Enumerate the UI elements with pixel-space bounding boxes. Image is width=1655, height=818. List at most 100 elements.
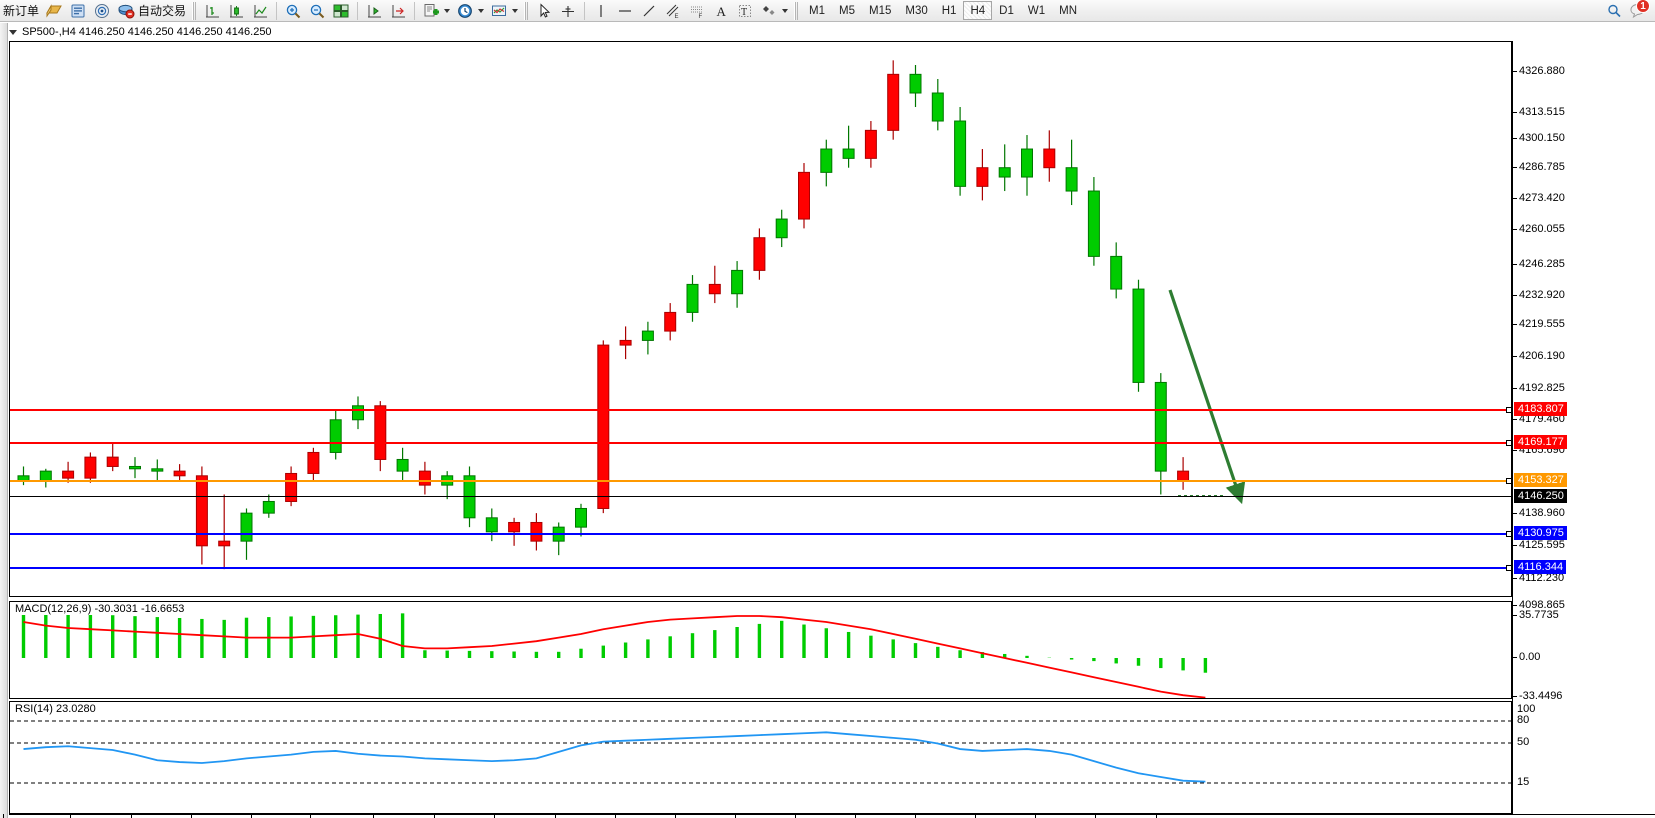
chevron-down-icon[interactable] [478,8,485,13]
autotrading-button[interactable]: 自动交易 [114,1,189,21]
horizontal-line-tool-button[interactable] [613,1,637,21]
new-chart-icon [422,2,440,20]
level-line-support[interactable] [10,565,1511,571]
level-line-resistance[interactable] [10,407,1511,413]
vertical-line-icon [592,2,610,20]
price-tick: 4300.150 [1513,132,1565,144]
price-axis[interactable]: 4326.880 4313.515 4300.150 4286.785 4273.420… [1512,41,1655,814]
zoom-out-icon [308,2,326,20]
chevron-down-icon[interactable] [444,8,451,13]
chevron-down-icon[interactable] [9,29,17,35]
toolbar-separator-1 [192,1,198,20]
toolbar-separator-2 [524,1,530,20]
bar-chart-icon [203,2,221,20]
shapes-tool-button[interactable] [757,1,791,21]
timeframe-mn[interactable]: MN [1059,4,1077,17]
timeframe-m5[interactable]: M5 [839,4,855,17]
level-line-resistance[interactable] [10,440,1511,446]
price-tick: 4232.920 [1513,289,1565,301]
price-tag-resistance[interactable]: 4169.177 [1514,435,1567,449]
cursor-tool-button[interactable] [532,1,556,21]
rsi-axis-tick: 80 [1517,714,1530,726]
rsi-axis-tick: 50 [1517,736,1530,748]
bar-chart-button[interactable] [200,1,224,21]
tile-windows-button[interactable] [329,1,353,21]
macd-series [21,611,1208,698]
line-chart-icon [251,2,269,20]
time-tick [434,814,435,818]
level-line-pivot[interactable] [10,478,1511,484]
timeframe-m30[interactable]: M30 [905,4,928,17]
price-plot[interactable] [9,41,1512,597]
level-line-current-price[interactable] [10,496,1511,497]
crosshair-tool-button[interactable] [556,1,580,21]
chart-template-button[interactable] [42,1,66,21]
toolbar-separator-3 [794,1,800,20]
price-tag-pivot[interactable]: 4153.327 [1514,473,1567,487]
auto-scroll-icon [389,2,407,20]
zoom-out-button[interactable] [305,1,329,21]
level-handle[interactable] [1506,478,1511,484]
notification-count: 1 [1636,0,1650,13]
time-tick [615,814,616,818]
time-tick [3,814,4,818]
period-button[interactable] [453,1,487,21]
notifications-button[interactable]: 1 [1629,0,1650,20]
navigator-button[interactable] [90,1,114,21]
chart-symbol-label: SP500-,H4 4146.250 4146.250 4146.250 414… [22,26,272,38]
fibonacci-tool-button[interactable]: F [685,1,709,21]
new-order-button[interactable]: 新订单 [0,1,42,21]
price-tick: 4179.460 [1513,413,1565,425]
zoom-in-icon [284,2,302,20]
toolbar-divider-4 [584,1,586,20]
price-tag-support[interactable]: 4130.975 [1514,526,1567,540]
down-trend-arrow[interactable] [10,42,1511,596]
equidistant-channel-tool-button[interactable]: E [661,1,685,21]
templates-button[interactable] [487,1,521,21]
zoom-in-button[interactable] [281,1,305,21]
price-tick: 4313.515 [1513,106,1565,118]
timeframe-h4[interactable]: H4 [963,1,993,20]
price-tag-current-price[interactable]: 4146.250 [1514,489,1567,503]
left-gutter[interactable] [0,23,8,818]
price-tag-support[interactable]: 4116.344 [1514,560,1567,574]
chevron-down-icon[interactable] [512,8,519,13]
price-tick: 4112.230 [1513,572,1564,584]
search-icon[interactable] [1605,2,1623,20]
new-chart-button[interactable] [419,1,453,21]
timeframe-m15[interactable]: M15 [869,4,892,17]
timeframe-m1[interactable]: M1 [809,4,826,17]
toolbar-divider-3 [414,1,416,20]
time-tick [191,814,192,818]
auto-scroll-button[interactable] [386,1,410,21]
time-tick [70,814,71,818]
level-line-support[interactable] [10,531,1511,537]
level-handle[interactable] [1506,407,1511,413]
candlestick-icon [227,2,245,20]
rsi-pane[interactable]: RSI(14) 23.0280 [9,701,1512,814]
level-handle[interactable] [1506,565,1511,571]
timeframe-h1[interactable]: H1 [941,4,957,17]
timeframe-d1[interactable]: D1 [999,4,1014,17]
timeframe-w1[interactable]: W1 [1027,4,1046,17]
level-handle[interactable] [1506,531,1511,537]
candlestick-chart-button[interactable] [224,1,248,21]
vertical-line-tool-button[interactable] [589,1,613,21]
price-tag-resistance[interactable]: 4183.807 [1514,402,1567,416]
shift-chart-button[interactable] [362,1,386,21]
chart-window: SP500-,H4 4146.250 4146.250 4146.250 414… [0,22,1655,818]
time-tick [555,814,556,818]
trendline-tool-button[interactable] [637,1,661,21]
text-tool-button[interactable]: A [709,1,733,21]
navigator-icon [93,2,111,20]
time-axis[interactable]: 4 Aug 20224 Aug 16:005 Aug 08:008 Aug 00… [3,814,1655,818]
autotrading-label: 自动交易 [138,4,187,18]
text-label-tool-button[interactable]: T [733,1,757,21]
market-watch-button[interactable] [66,1,90,21]
level-handle[interactable] [1506,440,1511,446]
line-chart-button[interactable] [248,1,272,21]
chart-shift-icon [365,2,383,20]
chevron-down-icon[interactable] [782,8,789,13]
shapes-icon [760,2,778,20]
macd-pane[interactable]: MACD(12,26,9) -30.3031 -16.6653 [9,601,1512,699]
